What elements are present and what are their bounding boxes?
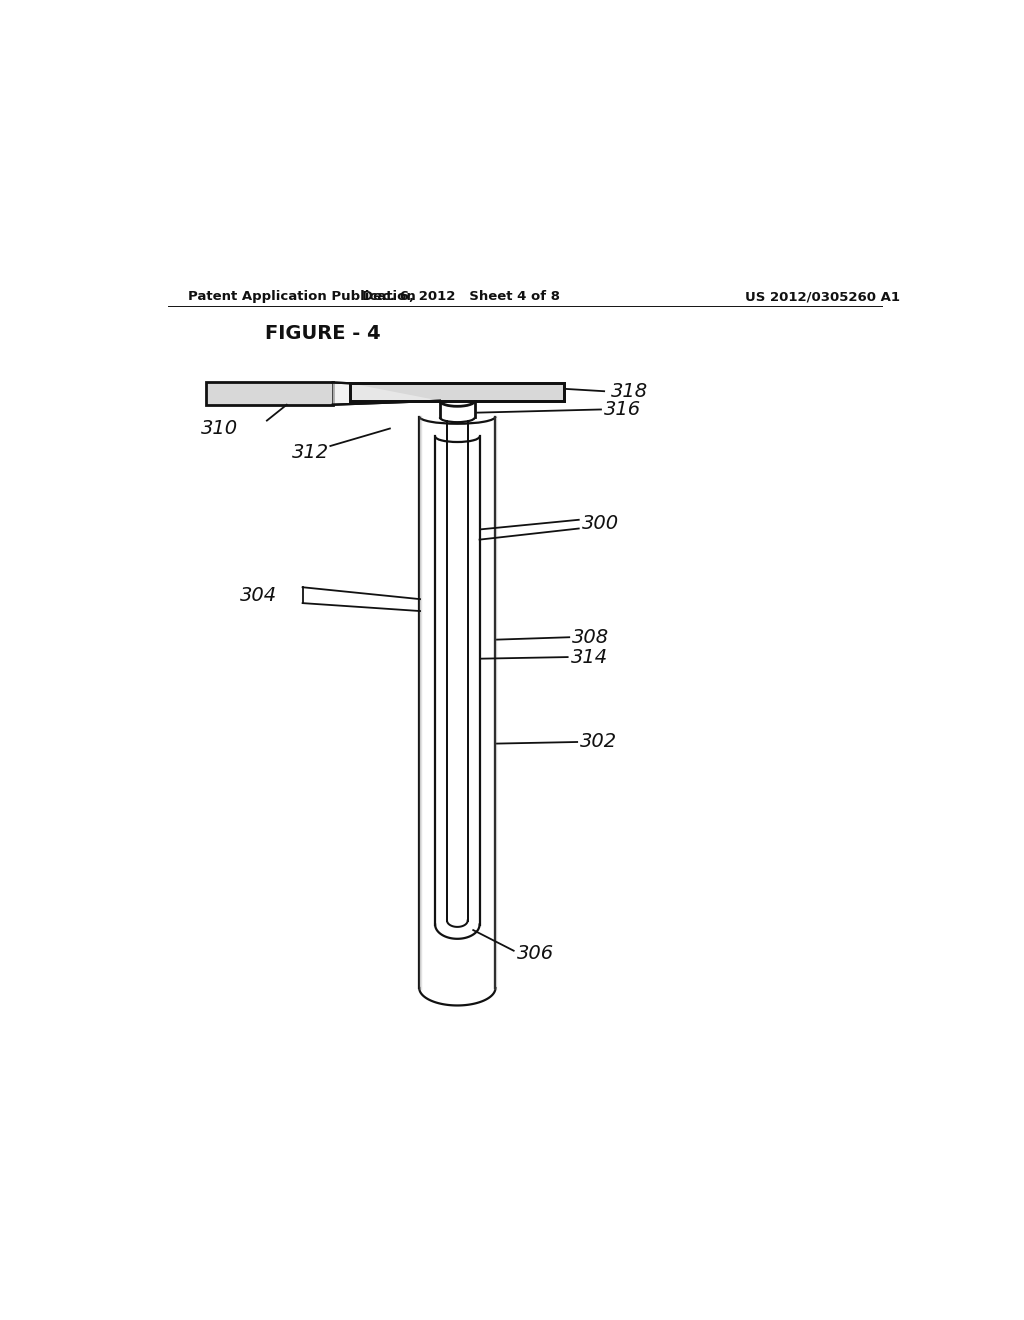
Text: 302: 302 (581, 733, 617, 751)
Text: 310: 310 (201, 418, 238, 438)
Text: 306: 306 (517, 944, 554, 964)
Bar (350, 383, 564, 401)
Text: Patent Application Publication: Patent Application Publication (187, 290, 416, 304)
Text: 308: 308 (572, 628, 609, 647)
Text: 318: 318 (610, 381, 647, 401)
Text: US 2012/0305260 A1: US 2012/0305260 A1 (744, 290, 900, 304)
Text: 300: 300 (582, 515, 620, 533)
Polygon shape (333, 383, 440, 405)
Bar (206, 383, 333, 405)
Text: 316: 316 (604, 400, 641, 418)
Text: 312: 312 (292, 442, 329, 462)
Text: Dec. 6, 2012   Sheet 4 of 8: Dec. 6, 2012 Sheet 4 of 8 (362, 290, 560, 304)
Text: 314: 314 (570, 648, 608, 667)
Text: FIGURE - 4: FIGURE - 4 (264, 323, 380, 343)
Text: 304: 304 (241, 586, 278, 605)
